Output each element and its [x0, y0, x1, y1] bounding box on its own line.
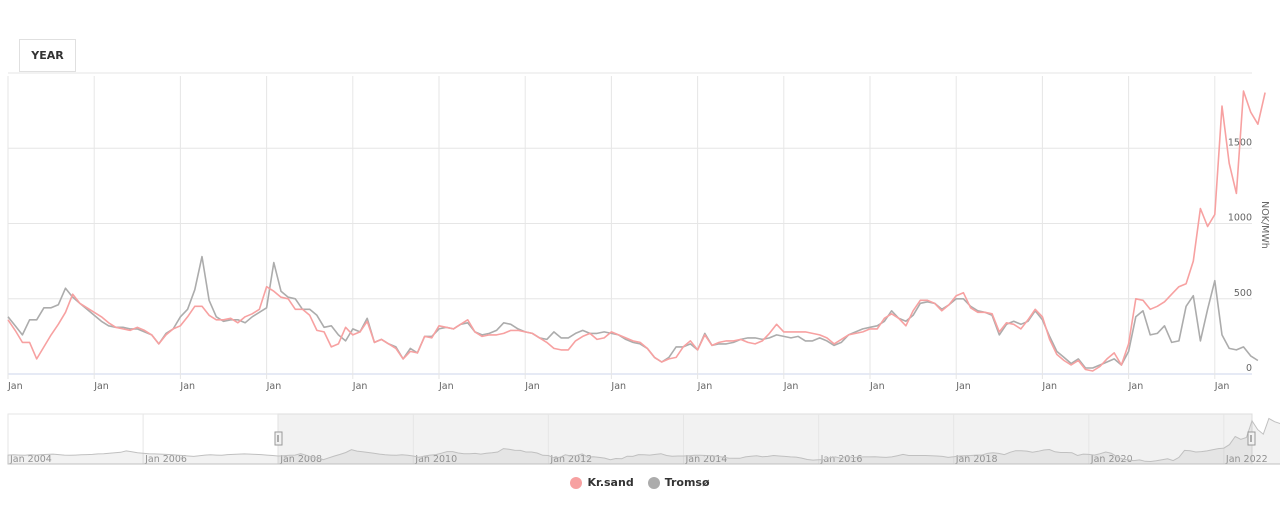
x-tick-label: Jan [1041, 381, 1057, 392]
navigator-label: Jan 2020 [1090, 454, 1133, 465]
legend-item-tromso[interactable]: Tromsø [647, 476, 710, 489]
x-tick-label: Jan [179, 381, 195, 392]
x-tick-label: Jan [955, 381, 971, 392]
x-tick-label: Jan [697, 381, 713, 392]
x-tick-label: Jan [1214, 381, 1230, 392]
y-tick-label: 0 [1246, 363, 1252, 374]
tromso-dot-icon [647, 476, 660, 489]
navigator-label: Jan 2014 [685, 454, 728, 465]
x-tick-label: Jan [266, 381, 282, 392]
y-axis-title: NOK/MWh [1259, 201, 1270, 249]
series-line-krsand [7, 90, 1266, 372]
navigator-label: Jan 2008 [279, 454, 322, 465]
navigator-series [7, 417, 1280, 465]
year-range-button[interactable]: YEAR [19, 39, 76, 72]
x-tick-label: Jan [869, 381, 885, 392]
legend: Kr.sand Tromsø [0, 476, 1280, 489]
navigator-label: Jan 2016 [820, 454, 863, 465]
x-tick-label: Jan [783, 381, 799, 392]
navigator-label: Jan 2006 [144, 454, 187, 465]
navigator-label: Jan 2022 [1225, 454, 1268, 465]
x-tick-label: Jan [524, 381, 540, 392]
series-line-tromso [7, 255, 1259, 369]
navigator-label: Jan 2004 [9, 454, 52, 465]
navigator-selection[interactable] [277, 413, 1253, 465]
y-tick-label: 500 [1234, 288, 1252, 299]
krsand-dot-icon [570, 476, 583, 489]
x-tick-label: Jan [7, 381, 23, 392]
x-tick-label: Jan [93, 381, 109, 392]
legend-item-krsand[interactable]: Kr.sand [570, 476, 634, 489]
navigator-label: Jan 2010 [414, 454, 457, 465]
x-tick-label: Jan [352, 381, 368, 392]
y-tick-label: 1000 [1228, 213, 1252, 224]
legend-label-tromso: Tromsø [664, 476, 710, 489]
x-tick-label: Jan [610, 381, 626, 392]
legend-label-krsand: Kr.sand [587, 476, 634, 489]
navigator-label: Jan 2018 [955, 454, 998, 465]
x-tick-label: Jan [438, 381, 454, 392]
x-tick-label: Jan [1128, 381, 1144, 392]
navigator-label: Jan 2012 [549, 454, 592, 465]
